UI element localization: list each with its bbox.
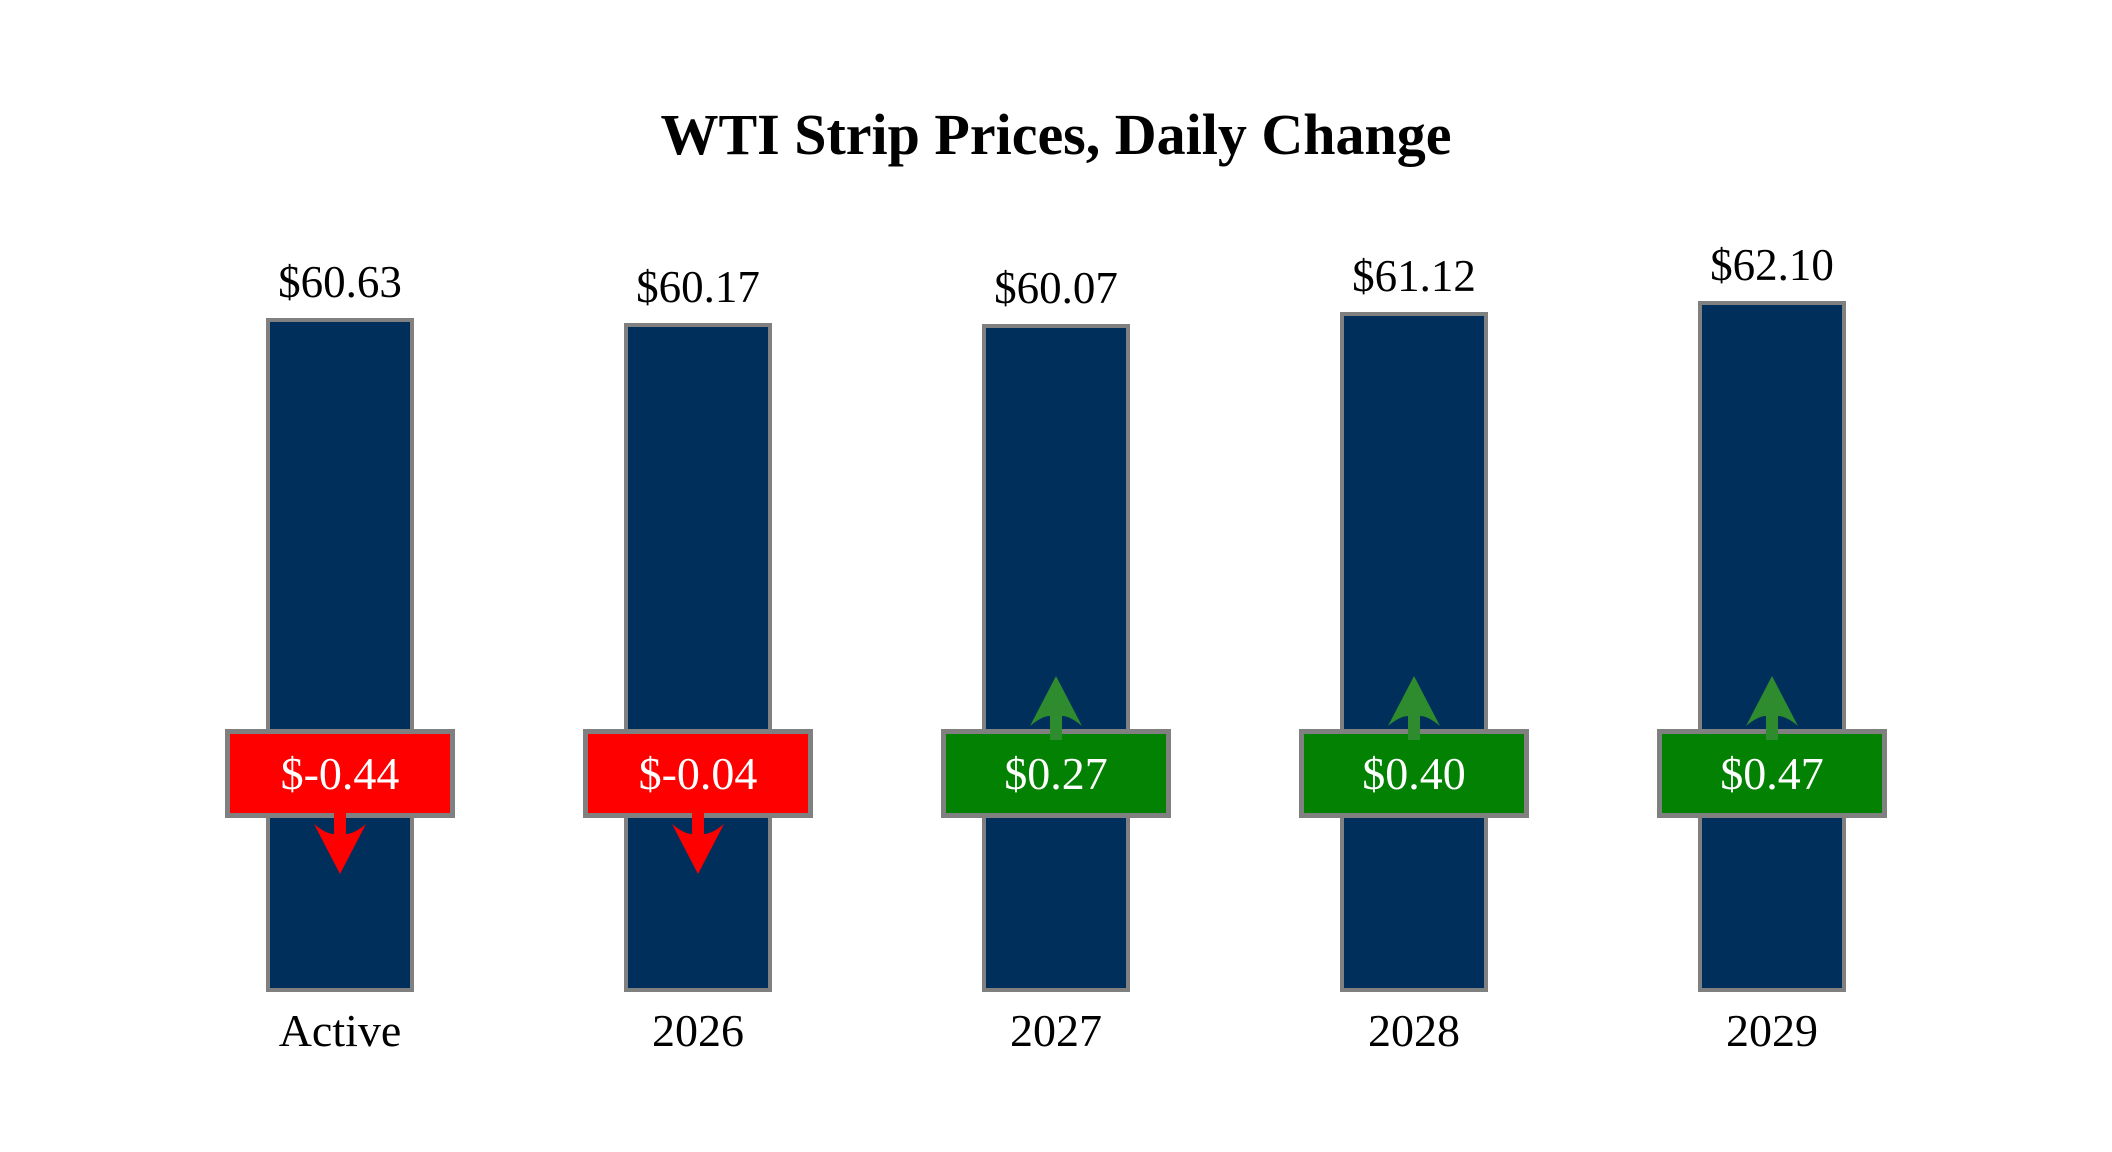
change-badge: $0.47 [1657, 729, 1887, 818]
change-label: $0.27 [1004, 747, 1108, 799]
up-arrow-icon [1030, 676, 1082, 740]
up-arrow-icon [1388, 676, 1440, 740]
category-label: 2028 [1368, 1005, 1460, 1056]
price-label: $61.12 [1352, 251, 1476, 301]
down-arrow-icon [314, 810, 366, 874]
change-label: $-0.44 [280, 747, 400, 799]
change-label: $-0.04 [638, 747, 758, 799]
price-bar [266, 318, 414, 992]
change-badge: $-0.04 [583, 729, 813, 818]
up-arrow-icon [1746, 676, 1798, 740]
price-bar [982, 324, 1130, 992]
change-label: $0.40 [1362, 747, 1466, 799]
change-badge: $-0.44 [225, 729, 455, 818]
change-label: $0.47 [1720, 747, 1824, 799]
price-label: $62.10 [1710, 240, 1834, 290]
price-bar [624, 323, 772, 992]
down-arrow-icon [672, 810, 724, 874]
price-label: $60.63 [278, 257, 402, 307]
change-badge: $0.40 [1299, 729, 1529, 818]
category-label: 2026 [652, 1005, 744, 1056]
price-label: $60.17 [636, 262, 760, 312]
price-label: $60.07 [994, 263, 1118, 313]
chart-title: WTI Strip Prices, Daily Change [660, 102, 1452, 167]
category-label: 2027 [1010, 1005, 1102, 1056]
change-badge: $0.27 [941, 729, 1171, 818]
price-bar [1340, 312, 1488, 992]
price-bar [1698, 301, 1846, 992]
category-label: Active [278, 1005, 402, 1056]
category-label: 2029 [1726, 1005, 1818, 1056]
